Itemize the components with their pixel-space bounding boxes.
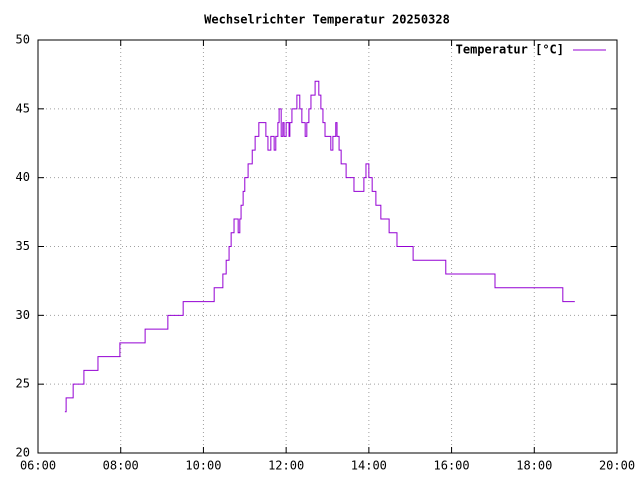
x-tick-label: 08:00 (103, 459, 139, 473)
y-tick-label: 40 (16, 170, 30, 184)
x-tick-label: 18:00 (516, 459, 552, 473)
y-tick-label: 45 (16, 101, 30, 115)
x-tick-label: 10:00 (185, 459, 221, 473)
y-tick-label: 25 (16, 377, 30, 391)
legend-label: Temperatur [°C] (456, 43, 564, 57)
y-tick-label: 35 (16, 239, 30, 253)
data-line (64, 80, 575, 413)
x-tick-label: 12:00 (268, 459, 304, 473)
chart-title: Wechselrichter Temperatur 20250328 (204, 13, 450, 27)
x-tick-label: 06:00 (20, 459, 56, 473)
y-tick-label: 20 (16, 446, 30, 460)
x-tick-label: 16:00 (434, 459, 470, 473)
x-tick-label: 20:00 (599, 459, 635, 473)
y-tick-label: 30 (16, 308, 30, 322)
plot-border (37, 39, 618, 454)
y-tick-label: 50 (16, 33, 30, 47)
x-tick-label: 14:00 (351, 459, 387, 473)
